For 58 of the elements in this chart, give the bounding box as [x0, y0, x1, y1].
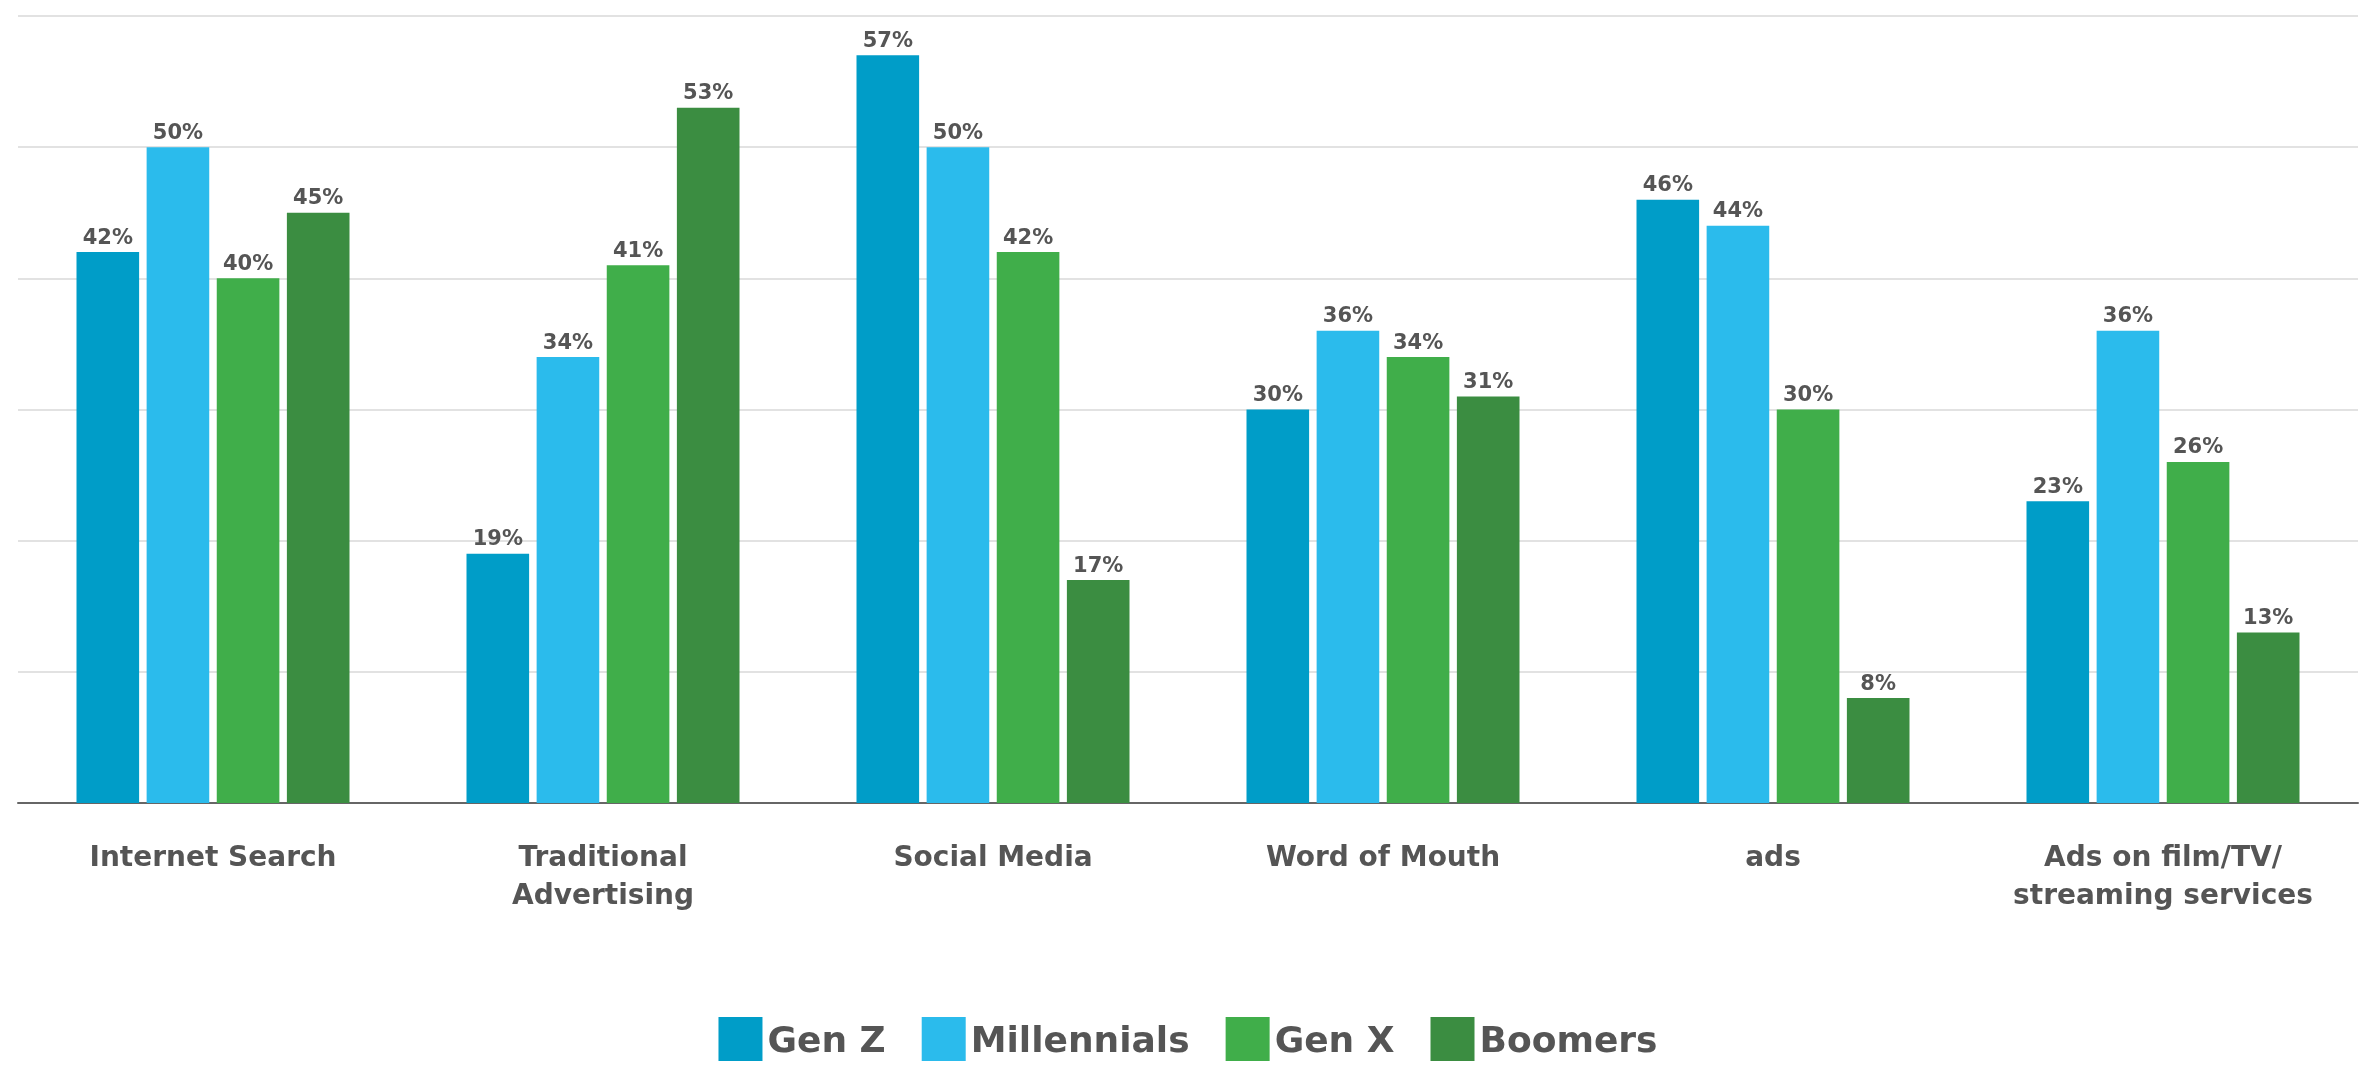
data-label: 31% [1463, 368, 1514, 393]
data-label: 34% [542, 329, 594, 354]
data-label: 26% [2172, 434, 2224, 459]
bar [466, 553, 530, 803]
bar [2026, 501, 2090, 803]
bar [606, 265, 670, 803]
x-tick-label: Social Media [893, 839, 1093, 873]
data-label: 34% [1392, 329, 1444, 354]
data-label: 42% [1002, 224, 1054, 249]
data-label: 41% [612, 237, 664, 262]
data-label: 8% [1860, 670, 1897, 695]
bar [996, 252, 1060, 803]
x-tick-label: Traditional Advertising [512, 839, 694, 911]
data-label: 42% [82, 224, 133, 249]
data-label: 30% [1252, 382, 1303, 406]
data-label: 36% [1322, 303, 1374, 328]
bar [1386, 357, 1450, 803]
bar [1246, 409, 1310, 803]
data-label: 36% [2102, 303, 2154, 328]
data-label: 40% [222, 250, 274, 275]
legend-label: Boomers [1479, 1018, 1658, 1060]
bar [2096, 330, 2160, 803]
bar [2166, 461, 2230, 803]
data-label: 53% [683, 80, 734, 105]
bar [286, 212, 350, 803]
data-label: 57% [862, 27, 913, 52]
bar [1846, 698, 1910, 803]
bar [216, 278, 280, 803]
x-tick-label: Ads on film/TV/ streaming services [2013, 839, 2313, 911]
bar [856, 55, 920, 803]
data-label: 13% [2243, 604, 2294, 629]
data-label: 44% [1712, 198, 1764, 223]
bar [2236, 632, 2300, 803]
data-label: 30% [1782, 382, 1834, 406]
bar [146, 147, 210, 803]
data-label: 19% [472, 526, 523, 551]
bar [1636, 199, 1700, 803]
x-tick-label: ads [1745, 839, 1801, 873]
x-tick-label: Internet Search [89, 839, 337, 873]
bar [536, 357, 600, 803]
data-label: 46% [1642, 172, 1693, 197]
x-tick-label: Word of Mouth [1265, 839, 1501, 873]
bar [1316, 330, 1380, 803]
bar [1776, 409, 1840, 803]
bar [1456, 396, 1520, 803]
bar [1706, 225, 1770, 803]
data-label: 23% [2032, 473, 2083, 498]
bar [926, 147, 990, 803]
legend-label: Gen Z [767, 1018, 886, 1060]
data-label: 45% [293, 185, 344, 210]
bar [76, 252, 140, 803]
data-label: 17% [1073, 552, 1124, 577]
data-label: 50% [152, 119, 204, 144]
legend-label: Millennials [970, 1018, 1190, 1060]
legend-label: Gen X [1274, 1018, 1395, 1060]
bar [1066, 580, 1130, 803]
data-label: 50% [932, 119, 984, 144]
bar [676, 107, 740, 803]
